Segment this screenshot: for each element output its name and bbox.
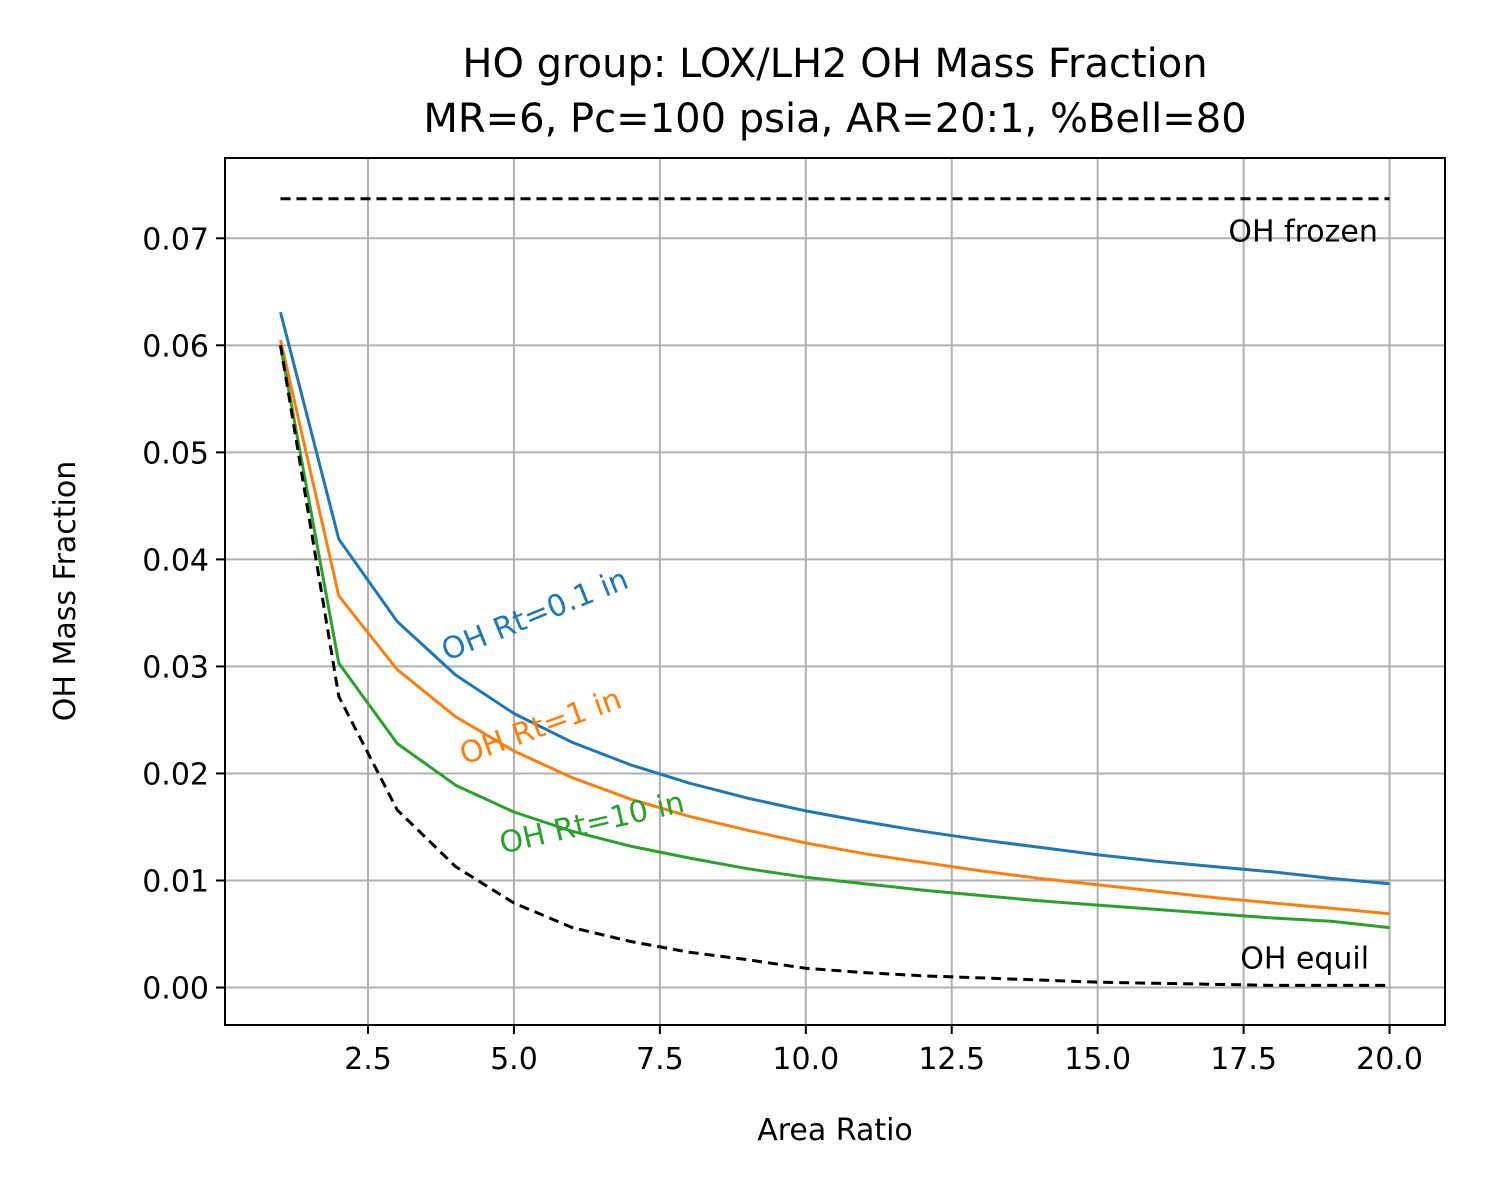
chart-title: HO group: LOX/LH2 OH Mass Fraction: [462, 41, 1207, 87]
x-tick-label: 5.0: [490, 1042, 538, 1077]
x-tick-label: 15.0: [1064, 1042, 1131, 1077]
y-axis-label: OH Mass Fraction: [48, 461, 83, 722]
plot-frame: [224, 157, 1446, 1026]
y-tick-label: 0.01: [142, 865, 209, 900]
y-axis: 0.00 0.01 0.02 0.03 0.04 0.05 0.06 0.07: [142, 222, 225, 1007]
x-tick-label: 12.5: [918, 1042, 985, 1077]
y-tick-label: 0.05: [142, 436, 209, 471]
x-tick-label: 10.0: [772, 1042, 839, 1077]
series-line: [279, 339, 1390, 916]
y-tick-label: 0.00: [142, 972, 209, 1007]
y-tick-label: 0.06: [142, 329, 209, 364]
series-label: OH frozen: [1228, 214, 1378, 249]
series-line: [279, 311, 1390, 886]
chart-subtitle: MR=6, Pc=100 psia, AR=20:1, %Bell=80: [423, 96, 1246, 142]
y-tick-label: 0.07: [142, 222, 209, 257]
series-line: [279, 345, 1390, 987]
x-axis: 2.5 5.0 7.5 10.0 12.5 15.0 17.5 20.0: [344, 1025, 1423, 1077]
x-axis-label: Area Ratio: [757, 1113, 913, 1148]
series-label: OH equil: [1240, 941, 1369, 976]
x-tick-label: 20.0: [1356, 1042, 1423, 1077]
y-tick-label: 0.04: [142, 543, 209, 578]
series-layer: [279, 197, 1390, 987]
x-tick-label: 2.5: [344, 1042, 392, 1077]
y-tick-label: 0.03: [142, 650, 209, 685]
x-tick-label: 17.5: [1210, 1042, 1277, 1077]
series-line: [279, 345, 1390, 930]
x-tick-label: 7.5: [636, 1042, 684, 1077]
y-tick-label: 0.02: [142, 757, 209, 792]
